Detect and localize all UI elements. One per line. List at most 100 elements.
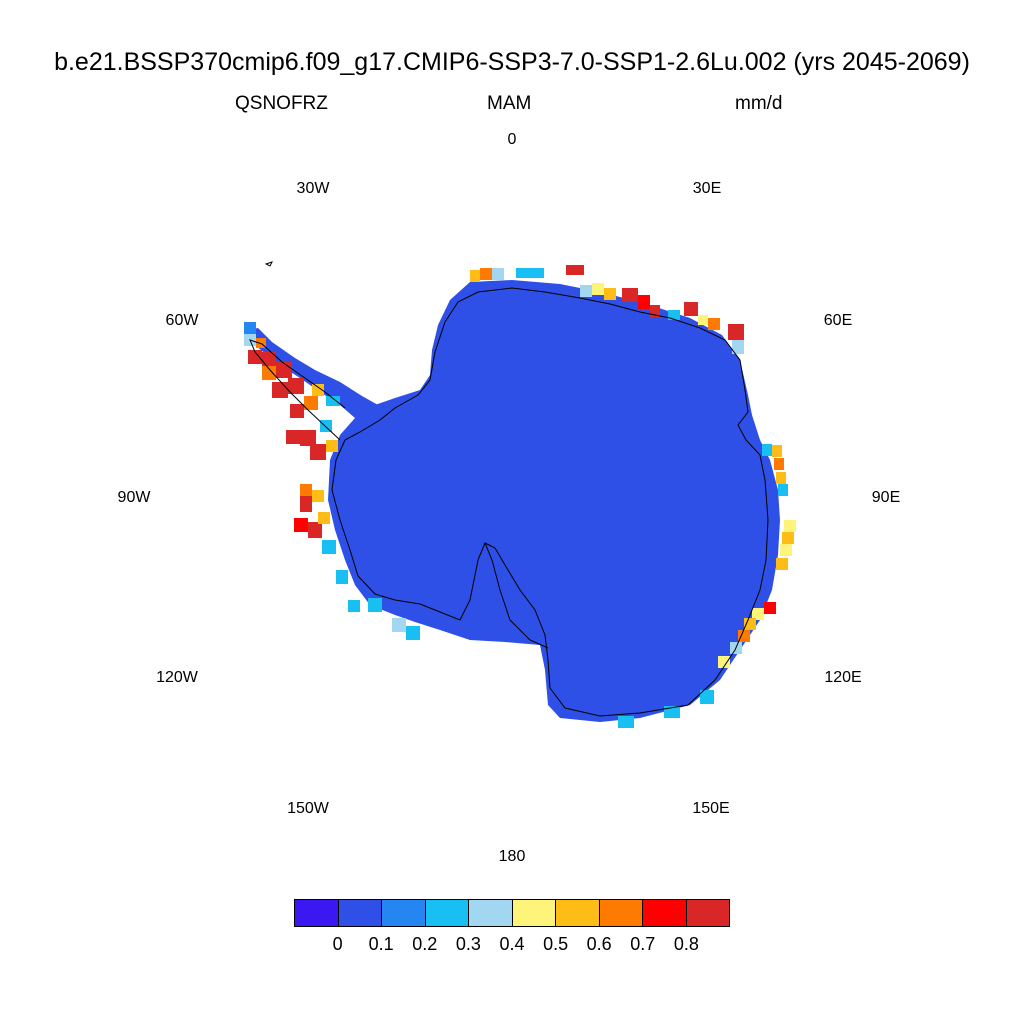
coastal-cell <box>312 384 324 396</box>
coastal-cell <box>320 420 332 432</box>
coastal-cell <box>326 396 340 406</box>
coastal-cell <box>480 268 492 280</box>
colorbar-tick-label: 0.6 <box>586 934 612 954</box>
coastal-cell <box>774 458 784 470</box>
coastal-cell <box>322 540 336 554</box>
coastal-cell <box>718 656 730 668</box>
coastal-cell <box>492 268 504 280</box>
coastal-cell <box>592 283 604 295</box>
coastal-cell <box>272 382 288 398</box>
colorbar-swatch <box>599 900 643 926</box>
ross-ice-shelf-edge <box>484 542 549 649</box>
continent-interior <box>328 280 780 722</box>
colorbar-swatch <box>295 900 339 926</box>
coastal-cell <box>732 340 744 354</box>
coastal-cell <box>780 544 792 556</box>
colorbar-tick-label: 0.5 <box>543 934 569 954</box>
small-island <box>264 261 273 267</box>
coastal-cell <box>776 558 788 570</box>
coastal-cell <box>348 600 360 612</box>
colorbar-swatch <box>512 900 556 926</box>
continent-fill <box>248 280 780 722</box>
coastal-cell <box>276 362 292 378</box>
coastal-cell <box>650 305 660 317</box>
colorbar-tick-label: 0 <box>332 934 343 954</box>
peninsula-coastline <box>249 339 346 441</box>
season-label: MAM <box>487 93 532 114</box>
lon-label-30e: 30E <box>692 180 722 197</box>
lon-label-90e: 90E <box>871 489 901 506</box>
coastal-cell <box>262 366 276 380</box>
coastal-band <box>244 265 796 728</box>
coastal-cell <box>618 716 634 728</box>
coastal-cell <box>708 318 720 330</box>
coastal-cell <box>244 322 256 334</box>
coastal-cell <box>782 532 794 544</box>
coastal-cell <box>580 285 592 297</box>
lon-label-150w: 150W <box>287 800 329 817</box>
colorbar-tick-label: 0.4 <box>499 934 525 954</box>
map-title: b.e21.BSSP370cmip6.f09_g17.CMIP6-SSP3-7.… <box>54 48 970 76</box>
colorbar-tick-label: 0.2 <box>412 934 438 954</box>
lon-label-30w: 30W <box>296 180 330 197</box>
coastal-cell <box>516 268 530 278</box>
colorbar-swatch <box>382 900 426 926</box>
coastal-cell <box>664 706 680 718</box>
coastal-cell <box>778 484 788 496</box>
coastal-cell <box>470 270 480 282</box>
coastal-cell <box>764 602 776 614</box>
coastal-cell <box>622 288 638 302</box>
colorbar-swatch <box>556 900 600 926</box>
colorbar-swatch <box>643 900 687 926</box>
coastal-cell <box>668 310 680 320</box>
coastal-cell <box>300 496 312 512</box>
coastline <box>249 261 769 717</box>
coastal-cell <box>406 626 420 640</box>
lon-label-90w: 90W <box>117 489 151 506</box>
lon-label-60e: 60E <box>823 312 853 329</box>
colorbar <box>294 899 730 927</box>
coastal-cell <box>326 440 338 452</box>
coastal-cell <box>368 598 382 612</box>
coastal-cell <box>698 315 708 325</box>
coastal-cell <box>256 338 266 348</box>
peninsula-interior <box>248 328 378 418</box>
colorbar-tick-label: 0.8 <box>673 934 699 954</box>
colorbar-swatch <box>425 900 469 926</box>
coastal-cell <box>752 608 764 620</box>
lon-label-150e: 150E <box>692 800 730 817</box>
lon-label-120w: 120W <box>156 669 198 686</box>
colorbar-swatch <box>686 900 729 926</box>
coastal-cell <box>728 324 744 340</box>
units-label: mm/d <box>735 93 783 114</box>
coastal-cell <box>294 518 308 532</box>
colorbar-tick-label: 0.1 <box>368 934 394 954</box>
coastal-cell <box>700 690 714 704</box>
coastal-cell <box>288 378 304 394</box>
coastal-cell <box>738 630 750 642</box>
coastal-cell <box>300 484 312 496</box>
coastal-cell <box>776 472 786 484</box>
colorbar-tick-label: 0.3 <box>455 934 481 954</box>
colorbar-tick-label: 0.7 <box>630 934 656 954</box>
coastal-cell <box>392 618 406 632</box>
coastal-cell <box>304 396 318 410</box>
colorbar-swatch <box>469 900 513 926</box>
coastal-cell <box>318 512 330 524</box>
coastal-cell <box>604 288 616 300</box>
coastal-cell <box>530 268 544 278</box>
coastal-cell <box>772 445 782 457</box>
coastal-cell <box>286 430 300 444</box>
coastal-cell <box>684 302 698 316</box>
variable-name: QSNOFRZ <box>235 93 328 114</box>
coastal-cell <box>262 352 276 366</box>
coastal-cell <box>762 444 772 456</box>
lon-label-180: 180 <box>498 848 526 865</box>
coastal-cell <box>310 444 326 460</box>
lon-label-120e: 120E <box>824 669 862 686</box>
coastal-cell <box>248 350 262 364</box>
lon-label-0: 0 <box>507 131 517 148</box>
coastal-cell <box>300 430 316 446</box>
coastal-cell <box>638 295 650 309</box>
